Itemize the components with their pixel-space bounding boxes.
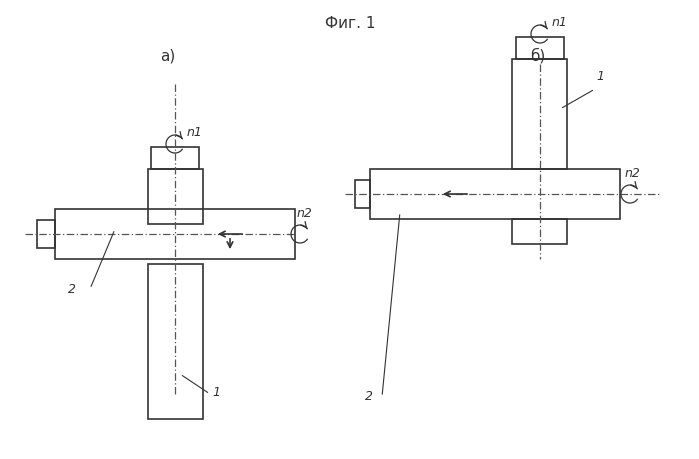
Text: n2: n2: [625, 167, 641, 179]
Bar: [147, 264, 203, 419]
Bar: [370, 170, 620, 219]
Bar: [355, 180, 370, 208]
Bar: [512, 60, 568, 170]
Bar: [55, 210, 295, 259]
Bar: [512, 219, 568, 245]
Text: 1: 1: [212, 385, 220, 398]
Text: 1: 1: [596, 70, 604, 83]
Text: Фиг. 1: Фиг. 1: [325, 16, 375, 31]
Bar: [516, 38, 564, 60]
Bar: [151, 148, 199, 170]
Text: 2: 2: [68, 282, 76, 295]
Bar: [147, 170, 203, 224]
Text: а): а): [160, 48, 175, 63]
Text: 2: 2: [365, 389, 373, 402]
Text: б): б): [530, 47, 545, 63]
Bar: [37, 220, 55, 248]
Text: n1: n1: [187, 126, 203, 139]
Text: n2: n2: [297, 207, 313, 219]
Text: n1: n1: [552, 16, 568, 29]
